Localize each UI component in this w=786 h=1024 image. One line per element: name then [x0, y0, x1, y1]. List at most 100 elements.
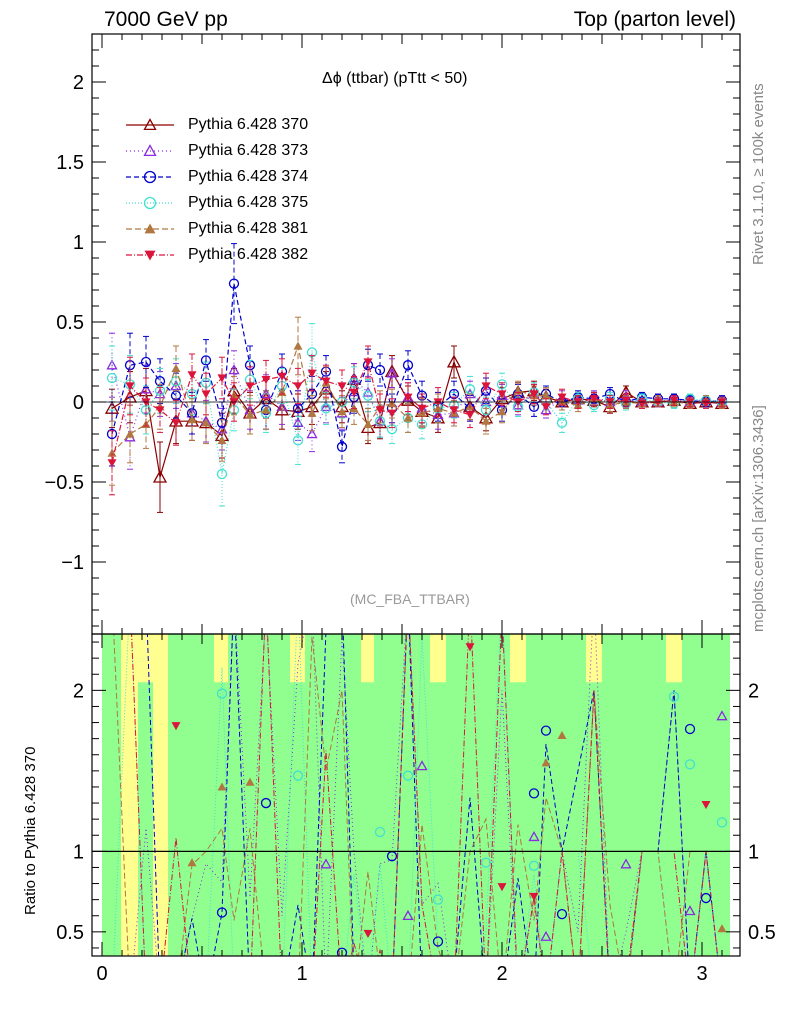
x-tick-label: 1 [296, 963, 307, 985]
data-point [557, 393, 567, 402]
data-point [152, 469, 168, 483]
y-tick-label: −0.5 [45, 472, 84, 494]
ratio-point [216, 907, 228, 918]
data-point [496, 379, 508, 390]
data-point [481, 382, 491, 391]
legend-marker [143, 118, 157, 131]
analysis-watermark: (MC_FBA_TTBAR) [350, 591, 470, 607]
ratio-point [684, 905, 696, 916]
data-point [217, 374, 227, 383]
band-green [618, 634, 634, 956]
ratio-point [528, 788, 540, 799]
ratio-y-axis-label: Ratio to Pythia 6.428 370 [22, 746, 39, 915]
ratio-point [187, 858, 197, 867]
data-point [106, 372, 118, 384]
data-point [337, 407, 347, 416]
legend-entry-381: Pythia 6.428 381 [122, 216, 308, 242]
series-line-s375 [111, 352, 723, 475]
data-point [497, 407, 507, 416]
data-point [465, 411, 475, 420]
data-point [541, 403, 551, 412]
ratio-line-s381 [113, 634, 722, 956]
ratio-point [363, 929, 373, 938]
ratio-point [716, 817, 728, 828]
data-point [307, 408, 317, 417]
ratio-point [374, 826, 386, 838]
ratio-point [541, 758, 551, 767]
legend-swatch-381 [126, 223, 174, 234]
band-green [650, 634, 666, 956]
ratio-point [700, 892, 712, 904]
ratio-point [717, 924, 727, 933]
ratio-point [336, 947, 348, 956]
ratio-y-tick-label: 0.5 [56, 922, 84, 944]
band-green [258, 634, 274, 956]
legend-label: Pythia 6.428 374 [188, 168, 309, 185]
ratio-y-tick-label-right: 0.5 [748, 922, 776, 944]
ratio-point [216, 688, 228, 699]
legend: Pythia 6.428 370 Pythia 6.428 373 Pythia… [122, 112, 308, 268]
data-point [403, 393, 413, 402]
ratio-point [402, 909, 414, 920]
data-point [336, 441, 348, 452]
data-point [140, 356, 152, 368]
data-point [106, 428, 118, 440]
data-point [605, 398, 615, 407]
band-green [554, 634, 570, 956]
band-green [540, 634, 554, 956]
band-green [714, 634, 730, 956]
series-s381 [107, 316, 727, 486]
data-point [433, 403, 443, 412]
data-point [402, 360, 414, 371]
legend-swatch-370 [126, 118, 174, 131]
plot-title: Δϕ (ttbar) (pTtt < 50) [322, 70, 468, 87]
band-green [199, 634, 214, 956]
data-point [155, 406, 165, 415]
band-green [682, 634, 698, 956]
band-yellow [121, 634, 138, 956]
data-point [201, 418, 211, 427]
ratio-point [171, 722, 181, 731]
ratio-point [320, 858, 332, 869]
ratio-point [432, 894, 444, 905]
legend-entry-374: Pythia 6.428 374 [122, 164, 308, 190]
series-line-s374 [111, 283, 723, 447]
ratio-line-s374 [146, 634, 719, 956]
data-point [200, 355, 212, 366]
data-point [497, 390, 507, 399]
data-point [107, 459, 117, 468]
data-point [171, 419, 181, 428]
legend-entry-382: Pythia 6.428 382 [122, 242, 308, 268]
data-point [386, 367, 398, 378]
band-green [361, 682, 374, 956]
band-green [290, 682, 305, 956]
main-series-layer [104, 243, 730, 513]
ratio-point [432, 936, 444, 947]
data-point [449, 406, 459, 415]
legend-swatch-373 [126, 144, 174, 157]
ratio-point [540, 930, 552, 941]
band-green [494, 634, 510, 956]
data-point [481, 416, 491, 425]
y-tick-label: 1.5 [56, 152, 84, 174]
data-point [228, 278, 240, 289]
band-yellow [153, 634, 168, 956]
ratio-point [540, 725, 552, 736]
band-green [570, 634, 586, 956]
y-tick-label: 0.5 [56, 312, 84, 334]
band-green [386, 634, 400, 956]
x-tick-label: 0 [96, 963, 107, 985]
series-s374 [106, 243, 728, 467]
data-point [201, 390, 211, 399]
data-point [171, 363, 181, 372]
data-point [529, 390, 539, 399]
ratio-point [402, 770, 414, 781]
data-point [513, 398, 523, 407]
data-point [417, 404, 427, 413]
axis-ticks: −1 −0.5 0 0.5 1 1.5 2 0.5 0.5 1 1 2 2 0 1 2 3 [45, 34, 776, 985]
data-point [349, 388, 359, 397]
data-point [717, 398, 727, 407]
data-point [306, 428, 318, 439]
ratio-point [497, 883, 507, 892]
